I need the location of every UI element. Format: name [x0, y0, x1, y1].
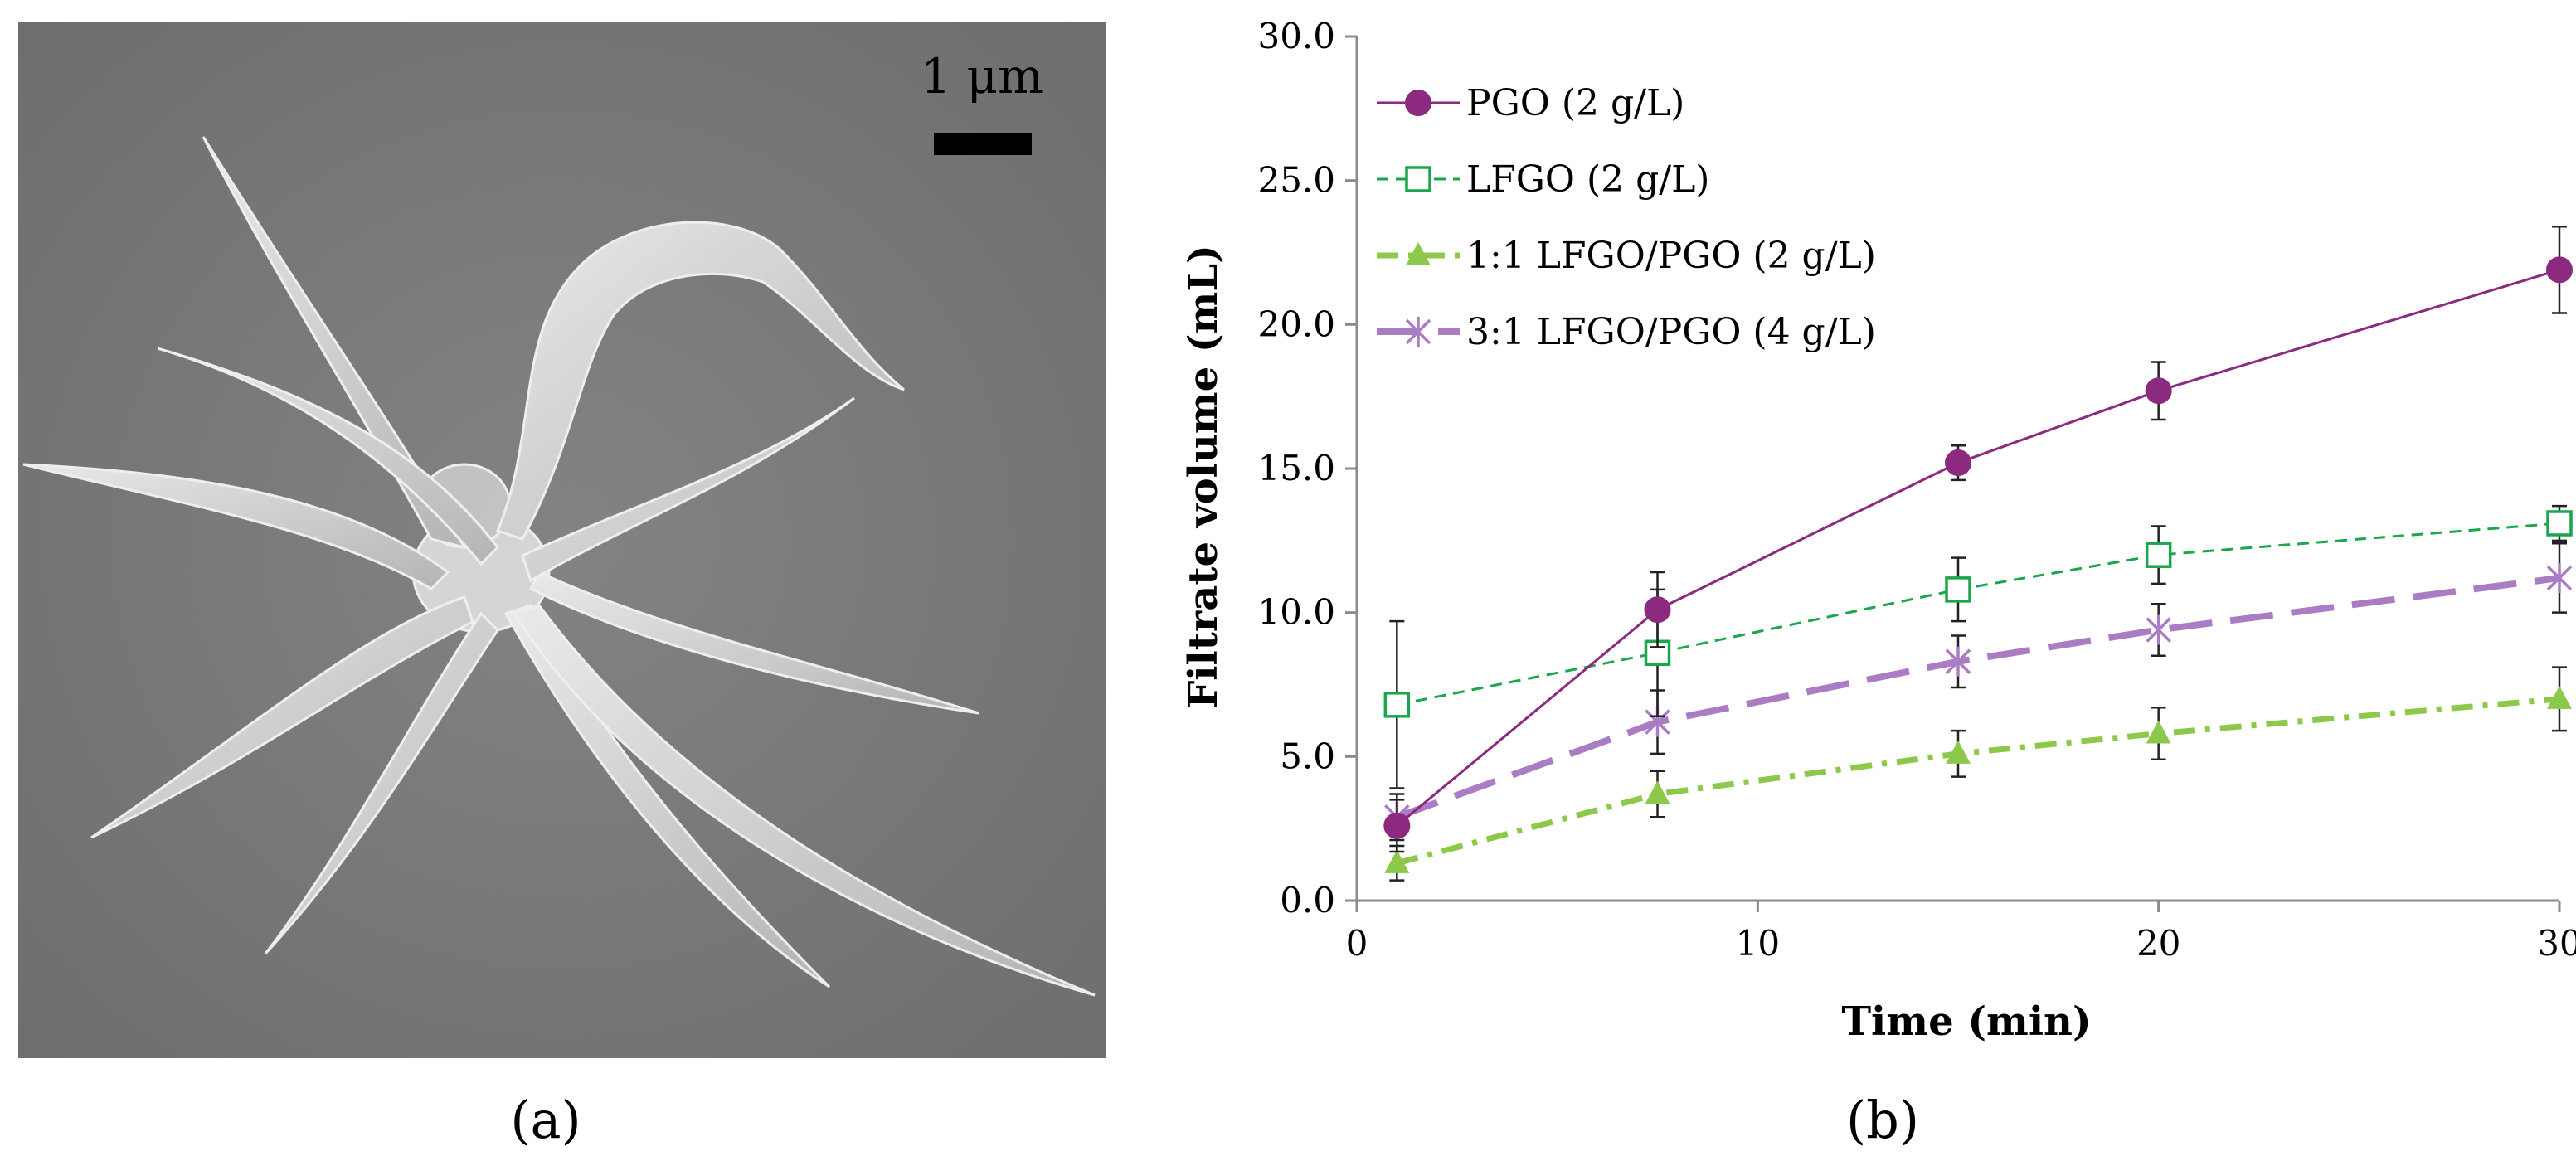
x-tick-label: 20 — [2136, 923, 2180, 964]
data-point-mix11 — [2547, 685, 2572, 709]
panel-b-label: (b) — [1846, 1090, 1919, 1150]
data-point-mix11 — [1384, 849, 1410, 873]
legend-marker-mix11 — [1406, 242, 1431, 265]
legend-label-mix31: 3:1 LFGO/PGO (4 g/L) — [1466, 311, 1876, 353]
x-axis-title: Time (min) — [1841, 998, 2091, 1045]
series-lfgo — [1383, 504, 2573, 789]
frond-6 — [528, 571, 979, 715]
data-point-pgo — [2546, 256, 2573, 284]
data-point-mix31 — [2546, 562, 2573, 593]
data-point-lfgo — [1945, 576, 1971, 603]
frond-4 — [264, 611, 499, 955]
y-tick-label: 15.0 — [1257, 448, 1335, 488]
series-line-mix11 — [1396, 696, 2560, 867]
y-tick-label: 0.0 — [1280, 880, 1335, 920]
frond-8 — [495, 221, 905, 541]
frond-10 — [157, 347, 499, 566]
legend-marker-lfgo — [1405, 166, 1431, 192]
y-tick-label: 25.0 — [1257, 160, 1335, 201]
legend-marker-pgo — [1405, 90, 1431, 116]
data-point-lfgo — [2546, 510, 2573, 537]
panel-a: 1 μm (a) — [18, 22, 1106, 1150]
frond-1 — [202, 136, 468, 550]
series-line-mix31 — [1395, 575, 2560, 821]
filtrate-volume-chart: 0.0 5.0 10.0 15.0 20.0 25.0 30.0 0 10 20 30 Time (m… — [1180, 16, 2576, 1045]
x-tick-label: 0 — [1346, 923, 1368, 964]
series-line-lfgo — [1397, 522, 2560, 707]
data-point-mix11 — [2146, 720, 2171, 744]
y-tick-label: 10.0 — [1257, 592, 1335, 633]
legend-label-pgo: PGO (2 g/L) — [1466, 82, 1684, 124]
legend-label-lfgo: LFGO (2 g/L) — [1466, 158, 1709, 201]
panel-a-label: (a) — [510, 1090, 581, 1150]
data-point-mix11 — [1645, 780, 1670, 804]
graphene-oxide-structure — [22, 136, 1096, 997]
data-point-pgo — [1644, 596, 1671, 624]
y-tick-label: 30.0 — [1257, 16, 1335, 56]
y-tick-label: 20.0 — [1257, 304, 1335, 344]
scale-bar — [934, 133, 1032, 155]
frond-9 — [512, 604, 1096, 997]
y-tick-label: 5.0 — [1280, 736, 1335, 776]
scale-bar-label: 1 μm — [921, 48, 1043, 104]
data-point-lfgo — [1383, 692, 1411, 718]
y-axis-title: Filtrate volume (mL) — [1180, 245, 1227, 709]
x-tick-label: 10 — [1736, 923, 1780, 964]
legend: PGO (2 g/L) LFGO (2 g/L) 1:1 LFGO/PGO (2 g… — [1377, 82, 1876, 353]
data-point-mix31 — [2146, 614, 2171, 645]
frond-2 — [22, 463, 450, 590]
series-mix31 — [1384, 542, 2573, 842]
x-tick-label: 30 — [2537, 923, 2576, 964]
frond-7 — [521, 396, 855, 583]
frond-3 — [90, 595, 474, 839]
data-point-pgo — [1383, 812, 1411, 839]
data-point-pgo — [2145, 377, 2172, 405]
panel-b: 0.0 5.0 10.0 15.0 20.0 25.0 30.0 0 10 20 30 Time (m… — [1180, 16, 2576, 1150]
series-mix11 — [1384, 666, 2572, 882]
data-point-mix11 — [1946, 740, 1971, 764]
data-point-mix31 — [1945, 646, 1971, 677]
data-point-lfgo — [2145, 542, 2172, 568]
data-point-pgo — [1945, 449, 1971, 477]
legend-label-mix11: 1:1 LFGO/PGO (2 g/L) — [1466, 235, 1876, 277]
series-pgo — [1383, 225, 2573, 853]
legend-marker-mix31 — [1405, 317, 1431, 347]
